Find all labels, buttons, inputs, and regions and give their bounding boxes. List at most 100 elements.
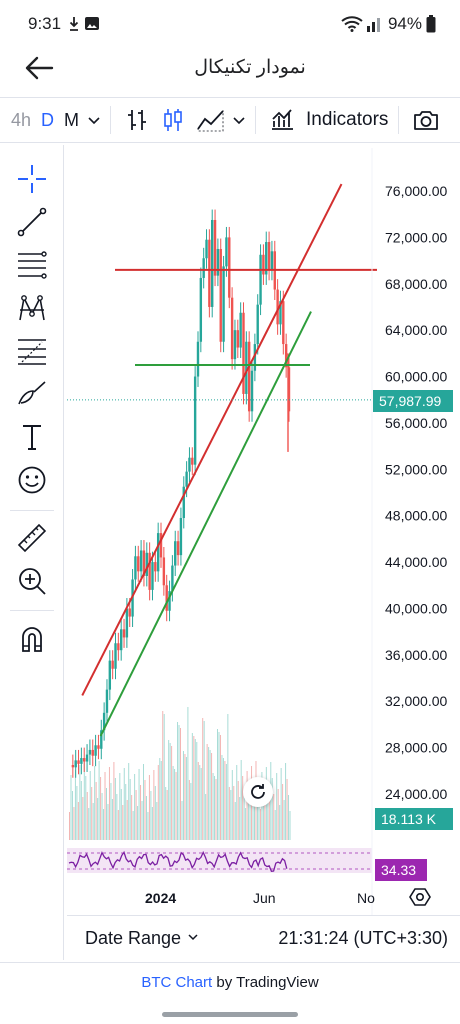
volume-bar: [221, 755, 223, 840]
app-bar: نمودار تکنیکال: [0, 45, 460, 93]
status-right: 94%: [340, 14, 436, 34]
chart-settings-button[interactable]: [409, 886, 431, 908]
candle-body: [219, 248, 222, 342]
volume-bar: [239, 797, 241, 840]
candle-body: [80, 758, 83, 764]
volume-bar: [160, 761, 162, 840]
candle-body: [199, 277, 203, 342]
volume-bar: [143, 764, 144, 840]
volume-bar: [163, 714, 165, 840]
candle-body: [182, 486, 185, 519]
chevron-down-icon[interactable]: [231, 112, 247, 128]
y-tick-label: 72,000.00: [385, 229, 447, 245]
volume-bar: [205, 794, 207, 840]
emoji-icon[interactable]: [16, 464, 48, 496]
candle-body: [128, 608, 131, 617]
y-tick-label: 44,000.00: [385, 554, 447, 570]
candle-body: [97, 745, 100, 749]
volume-bar: [157, 765, 159, 840]
volume-bar: [180, 728, 181, 840]
attribution: BTC Chart by TradingView: [0, 962, 460, 1004]
chart-footer: Date Range 21:31:24 (UTC+3:30): [67, 915, 460, 961]
trend-line-icon[interactable]: [16, 206, 48, 238]
camera-icon[interactable]: [412, 107, 440, 133]
candle-body: [228, 237, 231, 298]
candle-body: [137, 556, 140, 572]
volume-bar: [111, 799, 113, 840]
toolbar-divider: [10, 610, 54, 611]
volume-bar: [203, 721, 205, 840]
timeframe-m[interactable]: M: [64, 109, 80, 130]
date-range-label: Date Range: [85, 928, 182, 948]
volume-bar: [240, 760, 242, 840]
indicators-icon[interactable]: [269, 107, 295, 133]
volume-bar: [249, 803, 251, 840]
btc-chart-link[interactable]: BTC Chart: [141, 974, 213, 991]
volume-bar: [242, 776, 244, 840]
candle-body: [122, 629, 126, 638]
ruler-icon[interactable]: [16, 522, 48, 554]
home-indicator: [162, 1012, 298, 1017]
magnet-icon[interactable]: [16, 623, 48, 655]
y-tick-label: 60,000.00: [385, 369, 447, 385]
candle-body: [193, 376, 197, 465]
volume-bar: [117, 810, 119, 840]
volume-bar: [283, 800, 285, 840]
volume-bar: [181, 801, 183, 840]
candle-body: [74, 760, 77, 768]
price-chart[interactable]: 76,000.00 72,000.00 68,000.00 64,000.00 60,0…: [67, 148, 460, 915]
volume-bar: [224, 761, 226, 840]
text-icon[interactable]: [16, 421, 48, 453]
volume-bar: [107, 804, 109, 840]
fib-icon[interactable]: [16, 335, 48, 367]
volume-bar: [98, 761, 100, 840]
bars-icon[interactable]: [124, 107, 150, 133]
volume-bar: [138, 769, 140, 840]
horizontal-lines-icon[interactable]: [16, 249, 48, 281]
chevron-down-icon[interactable]: [86, 112, 102, 128]
candle-body: [108, 660, 112, 690]
gear-icon: [409, 888, 431, 906]
candle-body: [100, 730, 103, 749]
volume-bar: [91, 787, 93, 840]
volume-bar: [211, 753, 213, 840]
volume-bar: [89, 771, 91, 840]
candle-body: [85, 754, 89, 762]
arrow-left-icon[interactable]: [22, 53, 58, 83]
area-chart-icon[interactable]: [196, 107, 226, 133]
indicators-button[interactable]: Indicators: [306, 109, 389, 130]
volume-bar: [125, 784, 127, 840]
reset-chart-button[interactable]: [243, 777, 273, 807]
pattern-icon[interactable]: [16, 292, 48, 324]
volume-bar: [100, 777, 102, 840]
volume-bar: [190, 783, 192, 840]
y-tick-label: 36,000.00: [385, 647, 447, 663]
volume-bar: [168, 740, 170, 840]
volume-bar: [233, 786, 235, 840]
candle-body: [176, 541, 180, 556]
volume-bar: [126, 800, 128, 840]
crosshair-icon[interactable]: [16, 163, 48, 195]
status-time: 9:31: [28, 14, 62, 33]
volume-bar: [206, 744, 208, 840]
timeframe-4h[interactable]: 4h: [11, 109, 32, 130]
candle-body: [154, 562, 157, 572]
rsi-line: [68, 850, 288, 873]
candle-body: [148, 552, 151, 590]
date-range-button[interactable]: Date Range: [85, 928, 200, 949]
volume-bar: [222, 758, 224, 840]
candles-icon[interactable]: [160, 107, 186, 133]
candle-body: [185, 471, 188, 487]
volume-bar: [245, 808, 247, 840]
brush-icon[interactable]: [16, 378, 48, 410]
volume-bar: [97, 798, 99, 840]
candle-body: [159, 533, 163, 558]
candle-body: [284, 344, 288, 368]
volume-bar: [82, 797, 84, 840]
volume-bar: [69, 812, 70, 840]
volume-bar: [273, 794, 275, 840]
timeframe-d[interactable]: D: [41, 109, 55, 130]
candle-body: [111, 660, 114, 669]
zoom-in-icon[interactable]: [16, 565, 48, 597]
x-tick-label: No: [357, 890, 375, 906]
